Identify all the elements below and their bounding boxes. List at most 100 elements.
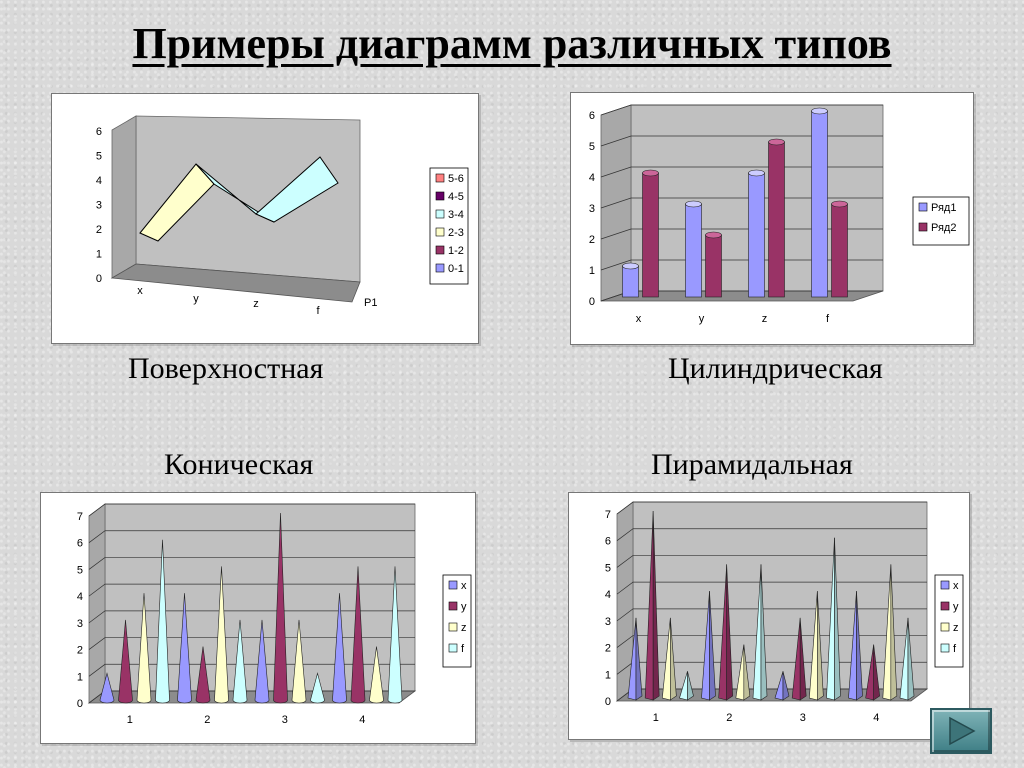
legend-swatch [435,209,445,219]
legend-label: x [461,580,467,592]
y-tick-label: 6 [96,126,102,138]
pyramid-side [726,564,733,701]
pyramid-bar [679,671,694,701]
pyramid-caption: Пирамидальная [651,448,853,481]
gridline [600,104,883,116]
gridline [600,135,883,147]
legend-label: 5-6 [448,173,464,185]
cylinder-body [768,141,785,298]
y-tick-label: 0 [605,696,611,708]
gridline [88,663,415,677]
cone-bar [350,566,366,704]
cylinder-bar [811,107,828,298]
cylinder-body [642,172,659,298]
x-tick-label: y [193,293,199,305]
pyramid-bar [701,591,716,701]
y-tick-label: 2 [96,224,102,236]
gridline [88,637,415,650]
pyramid-side [834,537,841,701]
y-tick-label: 0 [96,273,102,285]
cylinder-bar [642,169,659,298]
y-tick-label: 1 [605,669,611,681]
legend-label: z [953,622,959,634]
cone-bar [273,512,288,704]
legend-swatch [918,202,928,212]
cone-caption: Коническая [164,448,314,481]
cylinder-bar [748,169,765,298]
gridline [88,557,415,570]
legend-swatch [940,643,950,653]
pyramid-side [856,591,863,701]
cone-bar [195,646,211,704]
gridline [88,610,415,624]
pyramid-bar [809,591,824,701]
y-tick-label: 6 [589,110,595,122]
pyramid-bar [644,510,660,701]
y-tick-label: 5 [77,564,83,576]
y-tick-label: 0 [589,296,595,308]
y-tick-label: 0 [77,698,83,710]
legend-label: 2-3 [448,227,464,239]
y-tick-label: 4 [96,175,102,187]
legend-box [429,167,469,285]
y-tick-label: 2 [605,643,611,655]
legend-swatch [435,173,445,183]
pyramid-bar [662,617,677,701]
pyramid-side [799,617,807,701]
cylinder-top [748,169,765,177]
cylinder-top [705,231,722,239]
x-tick-label: 1 [127,714,133,726]
cylinder-caption: Цилиндрическая [668,352,883,385]
cylinder-body [831,203,848,298]
legend-swatch [435,245,445,255]
cylinder-chart-panel: 0 1 2 3 4 5 6 x y z f Ряд1 Ряд2 [570,92,974,345]
pyramid-side [782,671,790,701]
legend-swatch [435,263,445,273]
pyramid-side [687,671,694,701]
cylinder-bar [705,231,722,298]
legend-swatch [448,601,458,611]
cylinder-top [811,107,828,115]
y-tick-label: 3 [589,203,595,215]
legend-label: 3-4 [448,209,464,221]
pyramid-bar [899,617,915,701]
pyramid-side [652,510,660,701]
pyramid-side [907,617,915,701]
cone-bar [136,593,152,704]
x-tick-label: 4 [873,712,879,724]
cone-bar [332,593,347,704]
x-tick-label: 3 [800,712,806,724]
pyramid-bar [791,617,807,701]
cone-bar [291,619,307,704]
cone-bar [369,646,384,704]
legend-label: y [953,601,959,613]
y-tick-label: 7 [77,511,83,523]
cone-bar [254,619,270,704]
pyramid-bar [718,564,733,701]
pyramid-bar [752,564,768,701]
series-axis-label: P1 [364,297,377,309]
pyramid-bar [848,591,863,701]
next-slide-button[interactable] [930,708,992,754]
legend-label: 1-2 [448,245,464,257]
legend-swatch [435,191,445,201]
y-tick-label: 1 [589,265,595,277]
legend-swatch [918,222,928,232]
x-tick-label: y [699,313,705,325]
legend-swatch [940,601,950,611]
y-tick-label: 7 [605,509,611,521]
cylinder-bar [622,262,639,298]
x-tick-label: f [826,313,830,325]
gridline [616,635,927,648]
pyramid-side [743,644,751,701]
pyramid-bar [826,537,841,701]
pyramid-bar [735,644,751,701]
side-wall [88,503,106,704]
legend-swatch [448,580,458,590]
surface-chart-panel: 0 1 2 3 4 5 6 x y z f P1 5-6 4-5 3-4 2-3 1-2 0-1 [51,93,479,344]
legend-label: f [953,643,957,655]
